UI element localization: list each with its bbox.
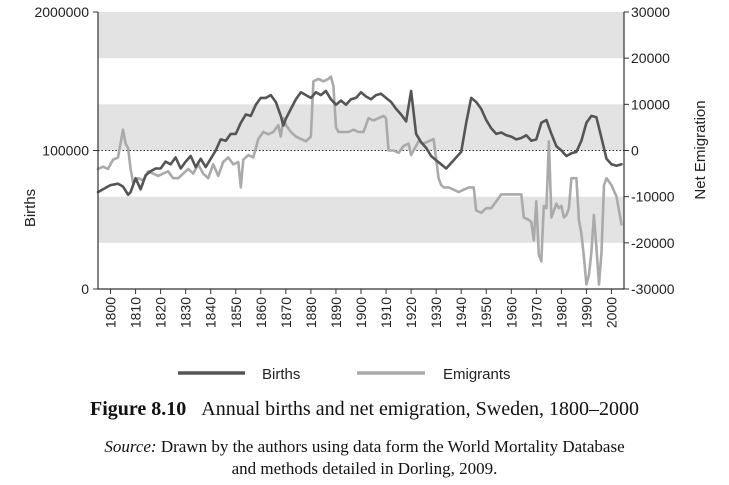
x-tick-label: 1940	[453, 297, 469, 328]
x-tick-label: 1980	[553, 297, 569, 328]
x-tick-label: 1840	[203, 297, 219, 328]
left-tick-label: 0	[81, 281, 89, 297]
figure-caption-source: Source: Drawn by the authors using data …	[0, 436, 729, 480]
right-tick-label: 20000	[631, 50, 670, 66]
x-tick-label: 1800	[103, 297, 119, 328]
x-tick-labels: 1800 1810 1820 1830 1840 1850 1860 1870 1880 1890…	[103, 289, 620, 328]
left-tick-label: 100000	[42, 143, 89, 159]
right-tick-label: -20000	[631, 235, 675, 251]
left-tick-label: 2000000	[34, 4, 89, 20]
x-tick-label: 1870	[278, 297, 294, 328]
figure-title: Annual births and net emigration, Sweden…	[201, 398, 639, 420]
series-lines	[96, 75, 623, 286]
x-tick-label: 1820	[153, 297, 169, 328]
x-tick-label: 1960	[503, 297, 519, 328]
band-0	[98, 12, 624, 59]
series-line-births	[96, 89, 623, 197]
band-2	[98, 196, 624, 243]
x-tick-label: 2000	[604, 297, 620, 328]
figure-caption-title: Figure 8.10 Annual births and net emigra…	[0, 398, 729, 421]
legend: Births Emigrants	[178, 366, 511, 383]
x-tick-label: 1900	[353, 297, 369, 328]
x-tick-label: 1970	[528, 297, 544, 328]
x-tick-label: 1950	[478, 297, 494, 328]
source-label: Source:	[104, 437, 157, 456]
left-tick-labels: 2000000 100000 0	[34, 4, 98, 297]
figure-label: Figure 8.10	[89, 398, 187, 420]
source-text-line1: Drawn by the authors using data form the…	[156, 437, 625, 456]
legend-label-births: Births	[262, 366, 300, 383]
x-tick-label: 1830	[178, 297, 194, 328]
x-tick-label: 1860	[253, 297, 269, 328]
right-tick-labels: 30000 20000 10000 0 -10000 -20000 -30000	[624, 4, 675, 297]
x-tick-label: 1880	[303, 297, 319, 328]
left-axis-title: Births	[22, 189, 39, 227]
right-tick-label: -30000	[631, 281, 675, 297]
right-tick-label: 30000	[631, 4, 670, 20]
x-tick-label: 1930	[428, 297, 444, 328]
x-tick-label: 1810	[128, 297, 144, 328]
right-tick-label: 0	[631, 143, 639, 159]
legend-label-emigrants: Emigrants	[443, 366, 511, 383]
x-tick-label: 1990	[578, 297, 594, 328]
right-axis-title: Net Emigration	[692, 100, 709, 199]
right-tick-label: 10000	[631, 96, 670, 112]
x-tick-label: 1850	[228, 297, 244, 328]
x-tick-label: 1920	[403, 297, 419, 328]
x-tick-label: 1890	[328, 297, 344, 328]
band-1	[98, 104, 624, 151]
source-text-line2: and methods detailed in Dorling, 2009.	[231, 459, 498, 478]
right-tick-label: -10000	[631, 189, 675, 205]
x-tick-label: 1910	[378, 297, 394, 328]
